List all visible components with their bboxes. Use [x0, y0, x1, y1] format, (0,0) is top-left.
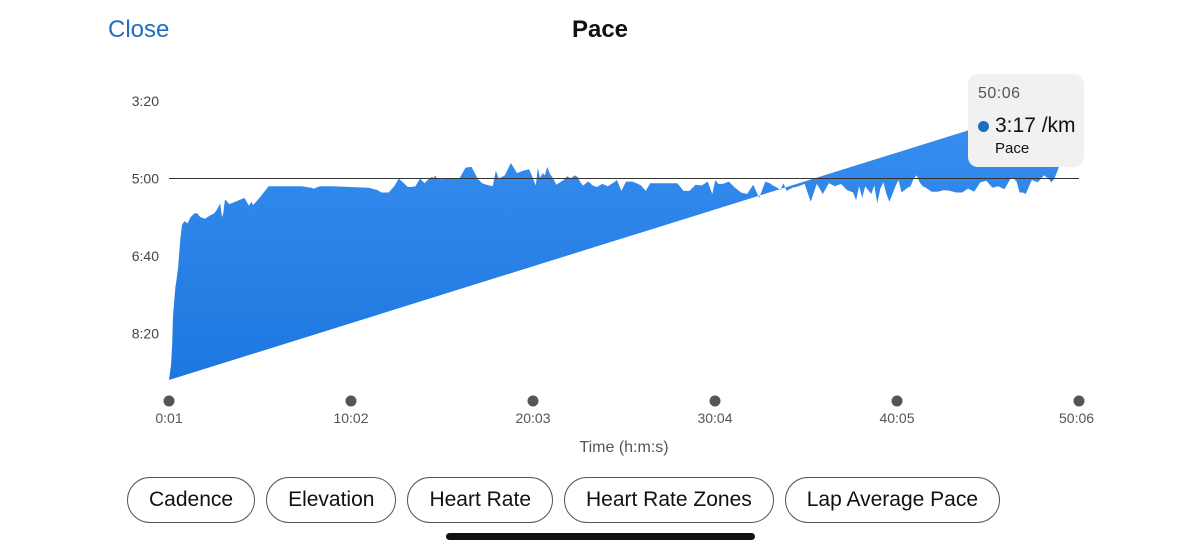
tab-cadence[interactable]: Cadence [127, 477, 256, 523]
tab-elevation[interactable]: Elevation [266, 477, 397, 523]
close-button[interactable]: Close [108, 16, 170, 43]
x-tick-label: 30:04 [697, 410, 732, 426]
page-title: Pace [571, 16, 629, 43]
y-tick-label: 5:00 [132, 171, 159, 187]
y-tick-label: 8:20 [132, 326, 159, 342]
y-tick-label: 3:20 [132, 93, 159, 109]
x-tick-dot [891, 395, 903, 407]
tab-heart-rate[interactable]: Heart Rate [407, 477, 553, 523]
x-tick-label: 10:02 [333, 410, 368, 426]
home-indicator [446, 533, 755, 540]
tab-heart-rate-zones[interactable]: Heart Rate Zones [564, 477, 774, 523]
pace-tooltip: 50:06 3:17 /km Pace [968, 74, 1084, 167]
x-tick-dot [163, 395, 175, 407]
y-tick-label: 6:40 [132, 248, 159, 264]
x-tick-dot [527, 395, 539, 407]
y-axis: 3:20 5:00 6:40 8:20 [132, 93, 159, 342]
x-tick-label: 20:03 [515, 410, 550, 426]
tooltip-value: 3:17 /km [995, 114, 1076, 137]
tab-lap-average-pace[interactable]: Lap Average Pace [784, 477, 1001, 523]
x-axis-label: Time (h:m:s) [579, 439, 668, 456]
x-tick-dot [1073, 395, 1085, 407]
pace-area-series [169, 98, 1070, 380]
x-axis: 0:01 10:02 20:03 30:04 40:05 50:06 [155, 395, 1094, 426]
pace-chart[interactable]: 3:20 5:00 6:40 8:20 0:01 10:02 20:03 30:04 40:0… [0, 0, 1200, 470]
x-tick-label: 50:06 [1059, 410, 1094, 426]
x-tick-label: 40:05 [879, 410, 914, 426]
tooltip-time: 50:06 [978, 85, 1021, 102]
metric-tabs: Cadence Elevation Heart Rate Heart Rate … [127, 477, 1001, 523]
tooltip-series-name: Pace [995, 140, 1030, 157]
x-tick-dot [345, 395, 357, 407]
x-tick-label: 0:01 [155, 410, 182, 426]
x-tick-dot [709, 395, 721, 407]
tooltip-series-dot-icon [978, 121, 989, 132]
